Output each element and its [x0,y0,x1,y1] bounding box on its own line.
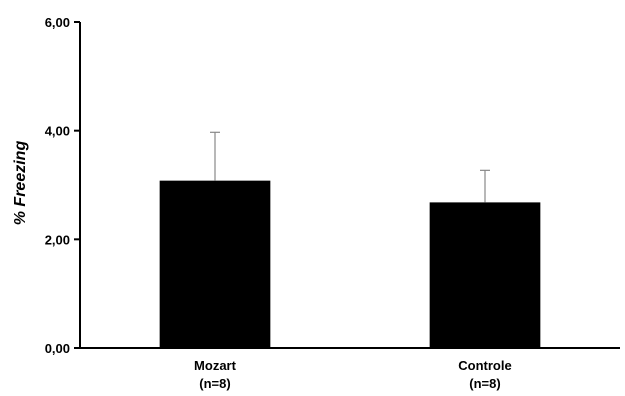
y-axis-ticks: 0,00 2,00 4,00 6,00 [45,15,80,356]
y-tick-label: 4,00 [45,124,70,139]
y-tick-label: 2,00 [45,232,70,247]
y-tick-label: 0,00 [45,341,70,356]
x-category-label: Controle [458,358,511,373]
error-bars [210,131,490,203]
bar-mozart [159,180,271,348]
bar-controle [429,202,541,348]
y-tick-label: 6,00 [45,15,70,30]
y-axis-title: % Freezing [12,141,29,226]
x-category-sublabel: (n=8) [469,376,500,391]
x-category-label: Mozart [194,358,237,373]
bars [159,180,541,348]
x-axis-labels: Mozart (n=8) Controle (n=8) [194,358,512,391]
x-category-sublabel: (n=8) [199,376,230,391]
